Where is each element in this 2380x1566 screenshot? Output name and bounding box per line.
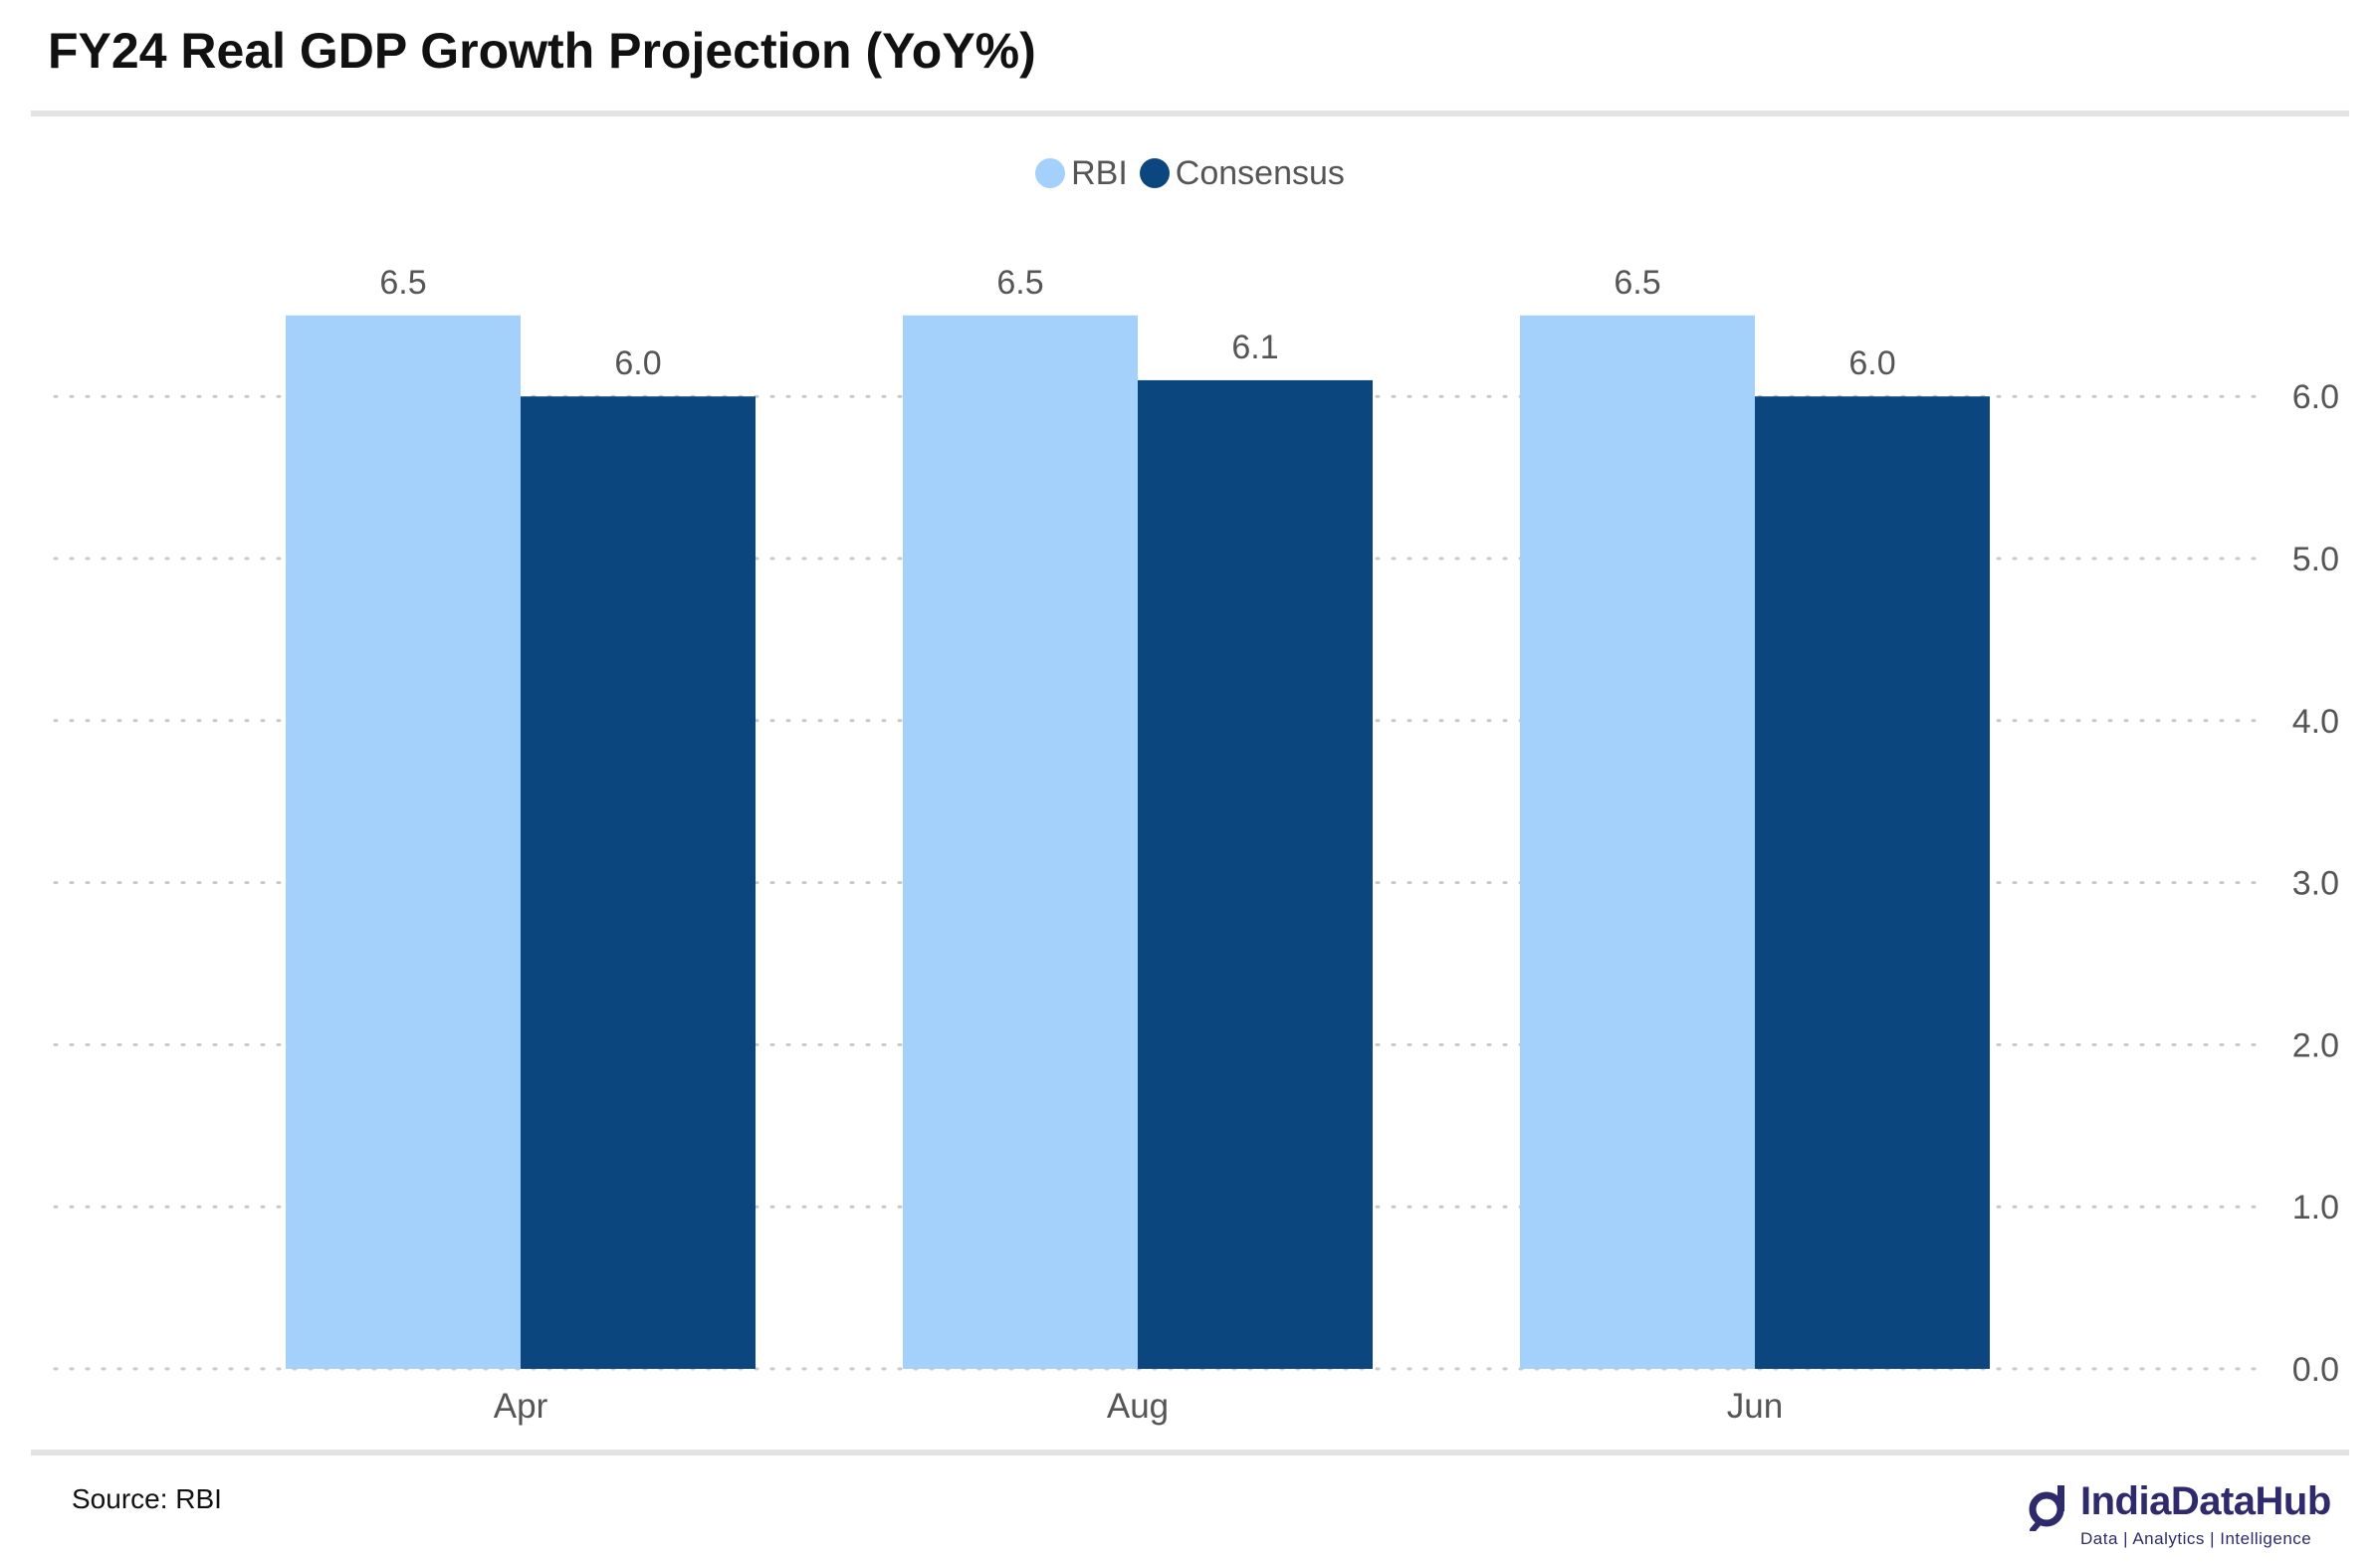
brand-logo: IndiaDataHub Data | Analytics | Intellig…: [2021, 1477, 2349, 1557]
bar-consensus-jun: [1755, 396, 1990, 1369]
bar-rbi-aug: [903, 315, 1138, 1369]
y-tick-label: 2.0: [2292, 1026, 2339, 1064]
brand-logo-icon: [2029, 1485, 2064, 1531]
bar-consensus-apr: [521, 396, 756, 1369]
data-label: 6.5: [379, 264, 426, 302]
y-tick-label: 4.0: [2292, 703, 2339, 741]
chart-title: FY24 Real GDP Growth Projection (YoY%): [48, 23, 1036, 79]
y-tick-label: 1.0: [2292, 1189, 2339, 1227]
data-label: 6.1: [1231, 329, 1278, 366]
bar-rbi-apr: [286, 315, 521, 1369]
legend-swatch-rbi: [1035, 158, 1066, 188]
y-tick-label: 5.0: [2292, 541, 2339, 578]
footer-divider: [31, 1450, 2349, 1455]
y-tick-label: 0.0: [2292, 1351, 2339, 1389]
legend-label-consensus: Consensus: [1175, 153, 1345, 192]
legend-item-rbi: RBI: [1035, 154, 1128, 193]
brand-name: IndiaDataHub: [2080, 1479, 2331, 1523]
bar-consensus-aug: [1138, 379, 1373, 1369]
data-label: 6.5: [996, 264, 1043, 302]
data-label: 6.0: [614, 344, 661, 382]
y-tick-label: 3.0: [2292, 865, 2339, 903]
data-label: 6.5: [1614, 264, 1660, 302]
chart-legend: RBI Consensus: [0, 151, 2380, 195]
x-tick-label: Aug: [1107, 1387, 1169, 1426]
legend-item-consensus: Consensus: [1139, 153, 1345, 193]
header-divider: [31, 111, 2349, 116]
y-tick-label: 6.0: [2292, 378, 2339, 416]
bar-rbi-jun: [1520, 315, 1755, 1369]
brand-tagline: Data | Analytics | Intelligence: [2080, 1529, 2312, 1548]
x-tick-label: Apr: [494, 1387, 548, 1426]
source-note: Source: RBI: [72, 1483, 222, 1514]
x-tick-label: Jun: [1727, 1387, 1783, 1426]
data-label: 6.0: [1848, 344, 1895, 382]
legend-swatch-consensus: [1139, 158, 1170, 188]
legend-label-rbi: RBI: [1071, 153, 1128, 192]
